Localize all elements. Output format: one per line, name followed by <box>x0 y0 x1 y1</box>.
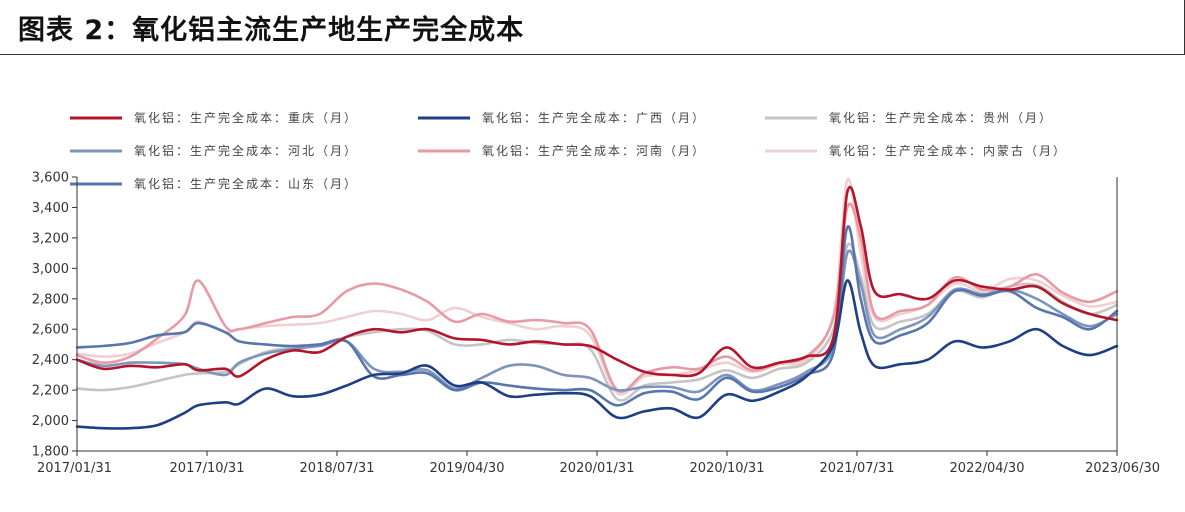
x-tick-label: 2018/07/31 <box>300 461 375 476</box>
series-line-henan <box>75 202 1119 393</box>
legend-label-henan: 氧化铝：生产完全成本：河南（月） <box>482 143 706 158</box>
series-line-hebei <box>75 249 1119 394</box>
series-layer <box>75 177 1119 430</box>
series-line-guangxi <box>75 279 1119 430</box>
x-tick-label: 2021/07/31 <box>820 461 895 476</box>
chart-legend: 氧化铝：生产完全成本：重庆（月） 氧化铝：生产完全成本：广西（月） 氧化铝：生产完全… <box>70 110 1067 191</box>
y-tick-label: 2,000 <box>32 414 69 429</box>
x-tick-label: 2023/06/30 <box>1085 461 1160 476</box>
chart-axes: 1,800 2,000 2,200 2,400 2,600 2,800 3,000 3,200… <box>32 171 1160 477</box>
y-tick-label: 3,200 <box>32 231 69 246</box>
y-tick-label: 3,000 <box>32 262 69 277</box>
legend-label-chongqing: 氧化铝：生产完全成本：重庆（月） <box>134 110 358 125</box>
x-tick-label: 2019/04/30 <box>430 461 505 476</box>
legend-label-neimenggu: 氧化铝：生产完全成本：内蒙古（月） <box>829 143 1067 158</box>
y-tick-label: 2,800 <box>32 292 69 307</box>
legend-label-guangxi: 氧化铝：生产完全成本：广西（月） <box>482 110 706 125</box>
y-tick-label: 3,600 <box>32 171 69 186</box>
x-tick-label: 2020/10/31 <box>690 461 765 476</box>
y-tick-label: 2,200 <box>32 384 69 399</box>
x-tick-label: 2020/01/31 <box>560 461 635 476</box>
y-tick-label: 2,600 <box>32 323 69 338</box>
legend-label-hebei: 氧化铝：生产完全成本：河北（月） <box>134 143 358 158</box>
y-tick-label: 3,400 <box>32 201 69 216</box>
header-divider <box>0 54 1185 55</box>
series-line-guizhou <box>75 242 1119 402</box>
line-chart: 氧化铝：生产完全成本：重庆（月） 氧化铝：生产完全成本：广西（月） 氧化铝：生产完全… <box>32 110 1160 477</box>
x-tick-label: 2017/10/31 <box>170 461 245 476</box>
series-line-chongqing <box>75 185 1119 378</box>
legend-label-guizhou: 氧化铝：生产完全成本：贵州（月） <box>829 110 1053 125</box>
figure-title: 图表 2：氧化铝主流生产地生产完全成本 <box>18 15 525 46</box>
x-tick-label: 2022/04/30 <box>950 461 1025 476</box>
y-tick-label: 1,800 <box>32 445 69 460</box>
legend-label-shandong: 氧化铝：生产完全成本：山东（月） <box>134 176 358 191</box>
x-tick-label: 2017/01/31 <box>37 461 112 476</box>
figure-header: 图表 2：氧化铝主流生产地生产完全成本 <box>0 0 1185 55</box>
series-line-shandong <box>75 225 1119 407</box>
y-tick-label: 2,400 <box>32 353 69 368</box>
